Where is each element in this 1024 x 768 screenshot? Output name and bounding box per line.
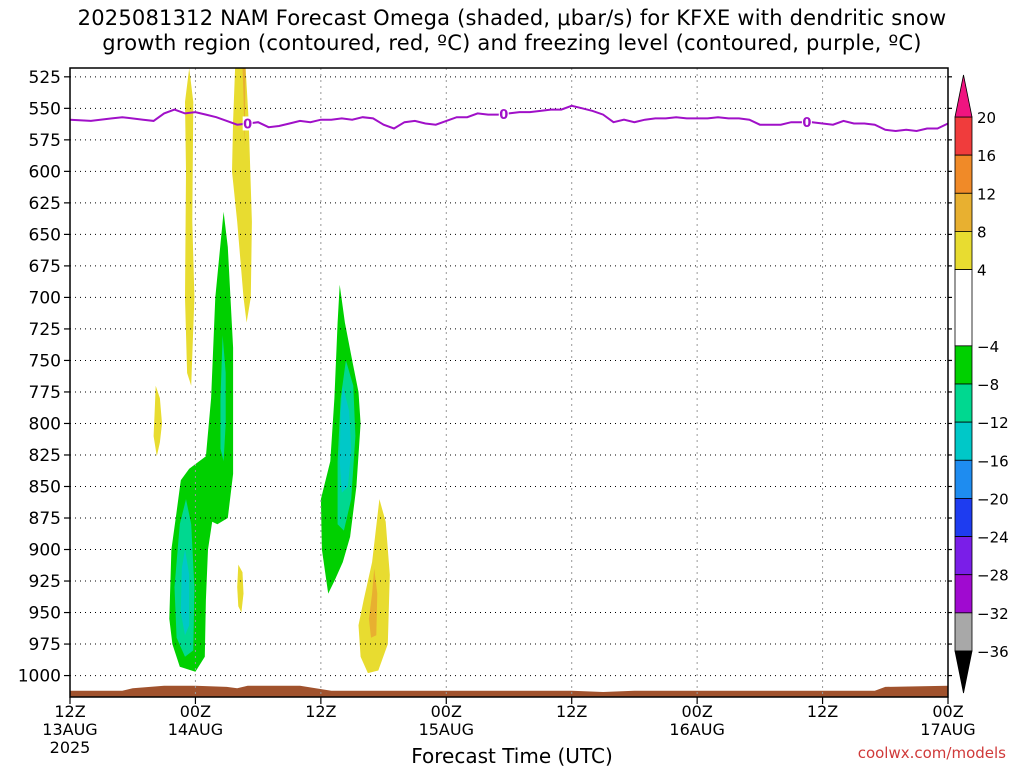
y-tick-label-650: 650 <box>29 225 61 245</box>
x-tick-label-4: 12Z <box>556 702 587 721</box>
colorbar-band-1 <box>954 154 973 194</box>
y-tick-label-550: 550 <box>29 99 61 119</box>
x-tick-label-2: 12Z <box>305 702 336 721</box>
x-tick-label-1: 00Z <box>180 702 211 721</box>
y-tick-label-675: 675 <box>29 257 61 277</box>
freezing-level-label-0: 0 <box>243 117 252 132</box>
y-tick-label-800: 800 <box>29 414 61 434</box>
colorbar-label-0: 20 <box>977 109 996 127</box>
colorbar-label-8: −16 <box>977 452 1009 470</box>
omega-region-4 <box>237 564 244 613</box>
colorbar-label-9: −20 <box>977 490 1009 508</box>
colorbar-label-3: 8 <box>977 223 987 241</box>
colorbar-band-10 <box>954 536 973 576</box>
y-tick-label-600: 600 <box>29 162 61 182</box>
omega-region-6 <box>368 568 378 638</box>
terrain-fill <box>70 685 948 697</box>
y-tick-label-525: 525 <box>29 68 61 88</box>
y-tick-label-725: 725 <box>29 320 61 340</box>
colorbar-band-4 <box>954 269 973 347</box>
y-tick-label-875: 875 <box>29 509 61 529</box>
y-tick-label-825: 825 <box>29 446 61 466</box>
colorbar-band-2 <box>954 192 973 232</box>
x-tick-label-7: 00Z <box>932 702 963 721</box>
y-tick-label-575: 575 <box>29 131 61 151</box>
colorbar-band-12 <box>954 612 973 652</box>
colorbar-band-0 <box>954 116 973 156</box>
colorbar-band-5 <box>954 345 973 385</box>
freezing-level-label-1: 0 <box>499 108 508 123</box>
x-tick-label-5: 00Z <box>681 702 712 721</box>
plot-frame <box>69 67 949 698</box>
colorbar-label-12: −32 <box>977 605 1009 623</box>
y-tick-label-950: 950 <box>29 604 61 624</box>
colorbar-band-8 <box>954 459 973 499</box>
omega-region-8 <box>220 335 226 462</box>
x-axis-title: Forecast Time (UTC) <box>411 744 613 768</box>
y-tick-label-775: 775 <box>29 383 61 403</box>
x-tick-date-0: 13AUG <box>42 720 97 739</box>
colorbar-top-arrow <box>954 74 973 118</box>
omega-region-3 <box>153 385 162 457</box>
colorbar-label-4: 4 <box>977 262 987 280</box>
colorbar-band-7 <box>954 421 973 461</box>
x-tick-year-0: 2025 <box>50 738 91 757</box>
colorbar-label-6: −8 <box>977 376 999 394</box>
y-tick-label-925: 925 <box>29 572 61 592</box>
colorbar-label-1: 16 <box>977 147 996 165</box>
x-tick-label-3: 00Z <box>431 702 462 721</box>
omega-region-1 <box>232 68 252 323</box>
y-tick-label-750: 750 <box>29 351 61 371</box>
freezing-label-bg-1 <box>498 107 509 122</box>
omega-region-13 <box>339 385 352 493</box>
freezing-label-bg-2 <box>801 115 812 130</box>
colorbar-label-7: −12 <box>977 414 1009 432</box>
x-tick-label-0: 12Z <box>54 702 85 721</box>
colorbar-label-13: −36 <box>977 643 1009 661</box>
chart-title-line1: 2025081312 NAM Forecast Omega (shaded, μ… <box>77 6 947 30</box>
x-tick-label-6: 12Z <box>807 702 838 721</box>
colorbar-band-6 <box>954 383 973 423</box>
chart-title-line2: growth region (contoured, red, ºC) and f… <box>102 31 922 55</box>
omega-region-0 <box>185 68 195 386</box>
y-tick-label-900: 900 <box>29 541 61 561</box>
y-tick-label-1000: 1000 <box>18 667 61 687</box>
freezing-level-label-2: 0 <box>802 116 811 131</box>
y-tick-label-700: 700 <box>29 288 61 308</box>
colorbar-label-10: −24 <box>977 529 1009 547</box>
site-credit: coolwx.com/models <box>857 744 1006 762</box>
colorbar-band-3 <box>954 231 973 270</box>
omega-region-10 <box>180 549 190 636</box>
freezing-label-bg-0 <box>242 116 253 131</box>
y-tick-label-975: 975 <box>29 635 61 655</box>
colorbar-label-11: −28 <box>977 567 1009 585</box>
x-tick-date-5: 16AUG <box>669 720 724 739</box>
x-tick-date-1: 14AUG <box>168 720 223 739</box>
x-tick-date-7: 17AUG <box>920 720 975 739</box>
colorbar-band-11 <box>954 574 973 614</box>
y-tick-label-850: 850 <box>29 477 61 497</box>
x-tick-date-3: 15AUG <box>419 720 474 739</box>
colorbar-label-2: 12 <box>977 185 996 203</box>
colorbar-band-9 <box>954 498 973 537</box>
colorbar-bottom-arrow <box>954 650 973 694</box>
colorbar-label-5: −4 <box>977 338 999 356</box>
y-tick-label-625: 625 <box>29 194 61 214</box>
